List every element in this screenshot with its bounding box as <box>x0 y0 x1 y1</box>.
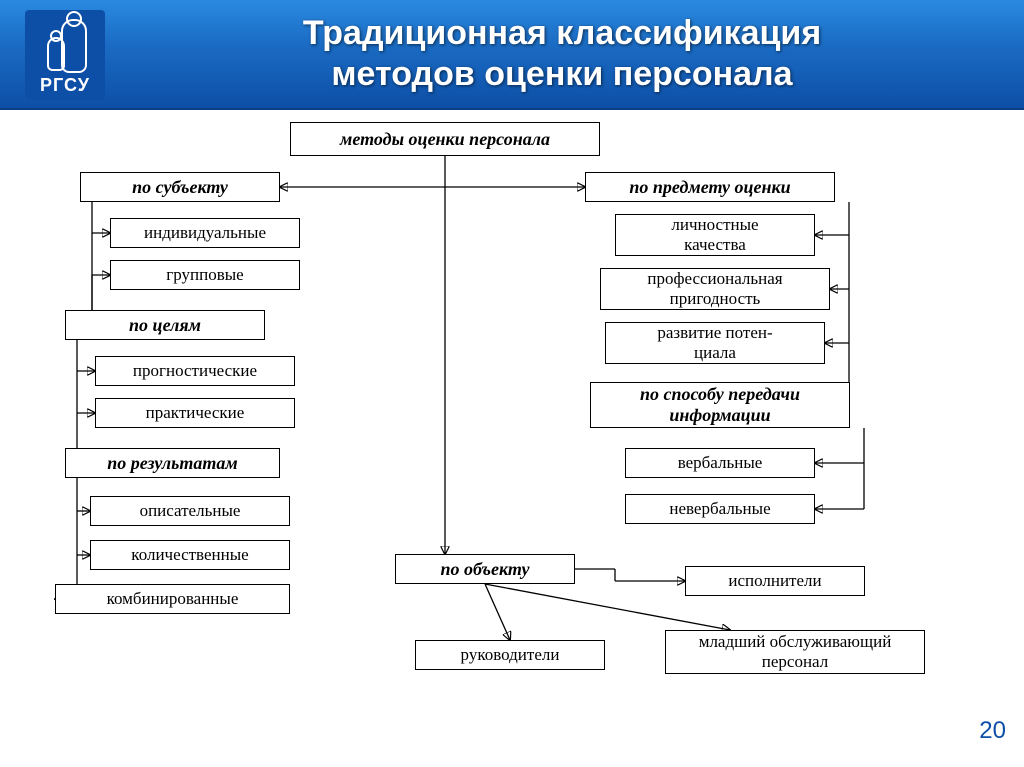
classification-flowchart: 20 методы оценки персонала по субъекту инд… <box>0 110 1024 767</box>
node-l_quant: количественные <box>90 540 290 570</box>
title-line-2: методов оценки персонала <box>331 54 792 95</box>
node-c_subject: по субъекту <box>80 172 280 202</box>
node-l_descriptive: описательные <box>90 496 290 526</box>
node-l_nonverbal: невербальные <box>625 494 815 524</box>
university-logo: РГСУ <box>25 10 105 100</box>
node-l_verbal: вербальные <box>625 448 815 478</box>
node-root: методы оценки персонала <box>290 122 600 156</box>
slide-title: Традиционная классификация методов оценк… <box>140 0 984 108</box>
node-c_object: по объекту <box>395 554 575 584</box>
node-c_results: по результатам <box>65 448 280 478</box>
node-c_goals: по целям <box>65 310 265 340</box>
slide-header: РГСУ Традиционная классификация методов … <box>0 0 1024 110</box>
node-l_individual: индивидуальные <box>110 218 300 248</box>
people-icon <box>43 17 87 71</box>
node-l_personal: личностныекачества <box>615 214 815 256</box>
node-l_prof: профессиональнаяпригодность <box>600 268 830 310</box>
node-l_managers: руководители <box>415 640 605 670</box>
node-l_practical: практические <box>95 398 295 428</box>
node-c_transfer: по способу передачиинформации <box>590 382 850 428</box>
node-l_group: групповые <box>110 260 300 290</box>
logo-label: РГСУ <box>40 75 90 96</box>
node-l_junior: младший обслуживающийперсонал <box>665 630 925 674</box>
node-l_potential: развитие потен-циала <box>605 322 825 364</box>
page-number: 20 <box>979 717 1006 745</box>
node-l_combined: комбинированные <box>55 584 290 614</box>
title-line-1: Традиционная классификация <box>303 13 821 54</box>
node-l_prognostic: прогностические <box>95 356 295 386</box>
node-l_executors: исполнители <box>685 566 865 596</box>
node-c_predmet: по предмету оценки <box>585 172 835 202</box>
